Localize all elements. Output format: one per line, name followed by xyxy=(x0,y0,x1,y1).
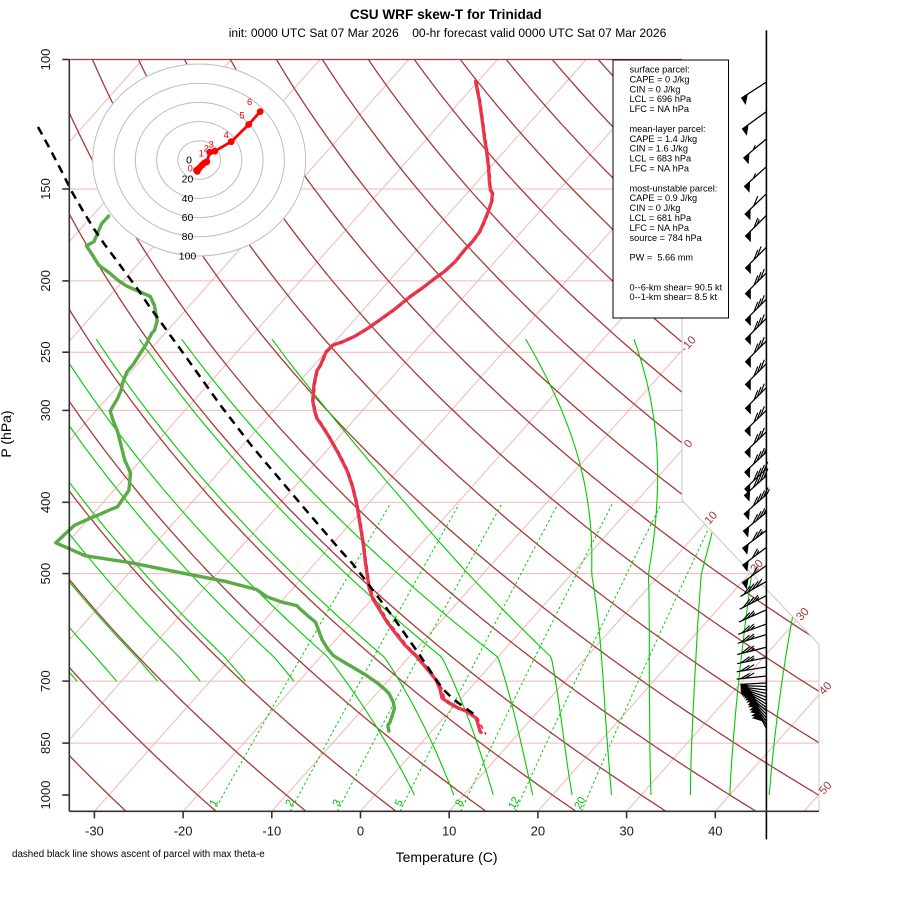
svg-text:40: 40 xyxy=(182,193,194,205)
svg-text:100: 100 xyxy=(179,250,197,262)
svg-text:most-unstable parcel:: most-unstable parcel: xyxy=(630,183,718,193)
svg-text:LCL = 683 hPa: LCL = 683 hPa xyxy=(630,154,692,164)
svg-text:P (hPa): P (hPa) xyxy=(0,410,14,457)
svg-text:40: 40 xyxy=(708,824,722,839)
svg-text:5: 5 xyxy=(239,111,244,122)
svg-text:80: 80 xyxy=(182,231,194,243)
svg-text:300: 300 xyxy=(38,400,53,422)
svg-text:CIN = 0 J/kg: CIN = 0 J/kg xyxy=(630,203,681,213)
svg-text:LCL = 681 hPa: LCL = 681 hPa xyxy=(630,213,692,223)
svg-text:CAPE = 1.4 J/kg: CAPE = 1.4 J/kg xyxy=(630,134,698,144)
svg-text:init: 0000 UTC Sat 07 Mar 2026: init: 0000 UTC Sat 07 Mar 2026 00-hr for… xyxy=(229,26,667,40)
svg-text:dashed black line shows ascent: dashed black line shows ascent of parcel… xyxy=(12,849,265,860)
svg-text:150: 150 xyxy=(38,178,53,200)
svg-text:4: 4 xyxy=(224,130,229,141)
svg-text:mean-layer parcel:: mean-layer parcel: xyxy=(630,124,706,134)
svg-text:PW = 5.66 mm: PW = 5.66 mm xyxy=(630,253,694,263)
svg-text:-20: -20 xyxy=(174,824,193,839)
svg-text:LCL = 696 hPa: LCL = 696 hPa xyxy=(630,94,692,104)
svg-text:200: 200 xyxy=(38,270,53,292)
svg-text:20: 20 xyxy=(531,824,545,839)
svg-text:30: 30 xyxy=(619,824,633,839)
svg-text:6: 6 xyxy=(247,97,252,108)
svg-text:60: 60 xyxy=(182,212,194,224)
svg-text:0--6-km shear= 90.5 kt: 0--6-km shear= 90.5 kt xyxy=(630,282,723,292)
svg-text:surface parcel:: surface parcel: xyxy=(630,65,690,75)
svg-text:10: 10 xyxy=(442,824,456,839)
svg-text:LFC = NA hPa: LFC = NA hPa xyxy=(630,164,690,174)
svg-text:1000: 1000 xyxy=(38,781,53,810)
svg-text:400: 400 xyxy=(38,491,53,513)
svg-text:CIN = 0 J/kg: CIN = 0 J/kg xyxy=(630,84,681,94)
svg-text:500: 500 xyxy=(38,563,53,585)
svg-text:CAPE = 0 J/kg: CAPE = 0 J/kg xyxy=(630,74,690,84)
svg-text:CSU WRF skew-T for Trinidad: CSU WRF skew-T for Trinidad xyxy=(350,7,542,22)
svg-text:0--1-km shear= 8.5 kt: 0--1-km shear= 8.5 kt xyxy=(630,292,718,302)
svg-text:LFC = NA hPa: LFC = NA hPa xyxy=(630,223,690,233)
svg-text:LFC = NA hPa: LFC = NA hPa xyxy=(630,104,690,114)
svg-text:CIN = 1.6 J/kg: CIN = 1.6 J/kg xyxy=(630,144,688,154)
svg-text:20: 20 xyxy=(182,174,194,186)
svg-text:100: 100 xyxy=(38,49,53,71)
svg-text:0: 0 xyxy=(357,824,364,839)
svg-text:Temperature (C): Temperature (C) xyxy=(396,849,498,865)
svg-text:850: 850 xyxy=(38,732,53,754)
svg-text:3: 3 xyxy=(209,139,214,150)
svg-text:0: 0 xyxy=(188,164,193,175)
svg-text:source = 784 hPa: source = 784 hPa xyxy=(630,233,703,243)
svg-text:-10: -10 xyxy=(262,824,281,839)
svg-text:250: 250 xyxy=(38,341,53,363)
svg-text:700: 700 xyxy=(38,670,53,692)
svg-text:-30: -30 xyxy=(85,824,104,839)
svg-text:CAPE = 0.9 J/kg: CAPE = 0.9 J/kg xyxy=(630,193,698,203)
